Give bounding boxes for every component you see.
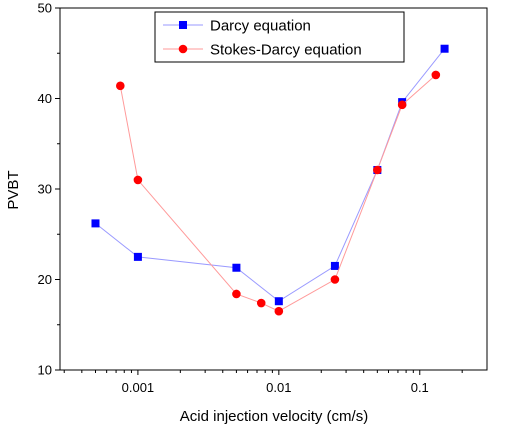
series-2	[116, 70, 441, 316]
legend-marker	[179, 21, 187, 29]
x-tick-label: 0.01	[266, 380, 291, 395]
series-layer	[91, 44, 449, 316]
data-point	[440, 44, 449, 53]
legend-label: Stokes-Darcy equation	[210, 42, 362, 59]
ticks-layer: 10 20 30 40 50 0.001 0.01 0.1	[38, 1, 463, 395]
x-axis-title: Acid injection velocity (cm/s)	[180, 408, 368, 425]
data-point	[116, 81, 125, 91]
y-axis-title: PVBT	[5, 170, 22, 209]
series-1	[91, 44, 449, 306]
series-line	[95, 48, 445, 302]
y-tick-label: 20	[38, 272, 52, 287]
data-point	[274, 297, 283, 306]
legend-box	[154, 11, 405, 63]
data-point	[373, 165, 382, 175]
legend-marker	[178, 44, 188, 54]
data-point	[91, 219, 100, 228]
x-tick-label: 0.001	[122, 380, 155, 395]
legend-entry: Darcy equation	[163, 18, 311, 35]
data-point	[232, 263, 241, 272]
y-tick-label: 10	[38, 363, 52, 378]
y-tick-label: 30	[38, 182, 52, 197]
data-point	[431, 70, 441, 80]
data-point	[274, 306, 284, 316]
legend-label: Darcy equation	[210, 18, 311, 35]
x-tick-label: 0.1	[411, 380, 429, 395]
data-point	[133, 252, 142, 261]
data-point	[330, 275, 340, 284]
y-tick-label: 40	[38, 91, 52, 106]
series-line	[119, 74, 437, 312]
data-point	[232, 289, 241, 299]
data-point	[256, 298, 266, 308]
data-point	[397, 100, 407, 110]
y-tick-label: 50	[38, 1, 52, 16]
data-point	[330, 261, 339, 270]
legend-entry: Stokes-Darcy equation	[163, 42, 362, 59]
data-point	[133, 175, 143, 185]
legend: Darcy equation Stokes-Darcy equation	[154, 11, 405, 63]
